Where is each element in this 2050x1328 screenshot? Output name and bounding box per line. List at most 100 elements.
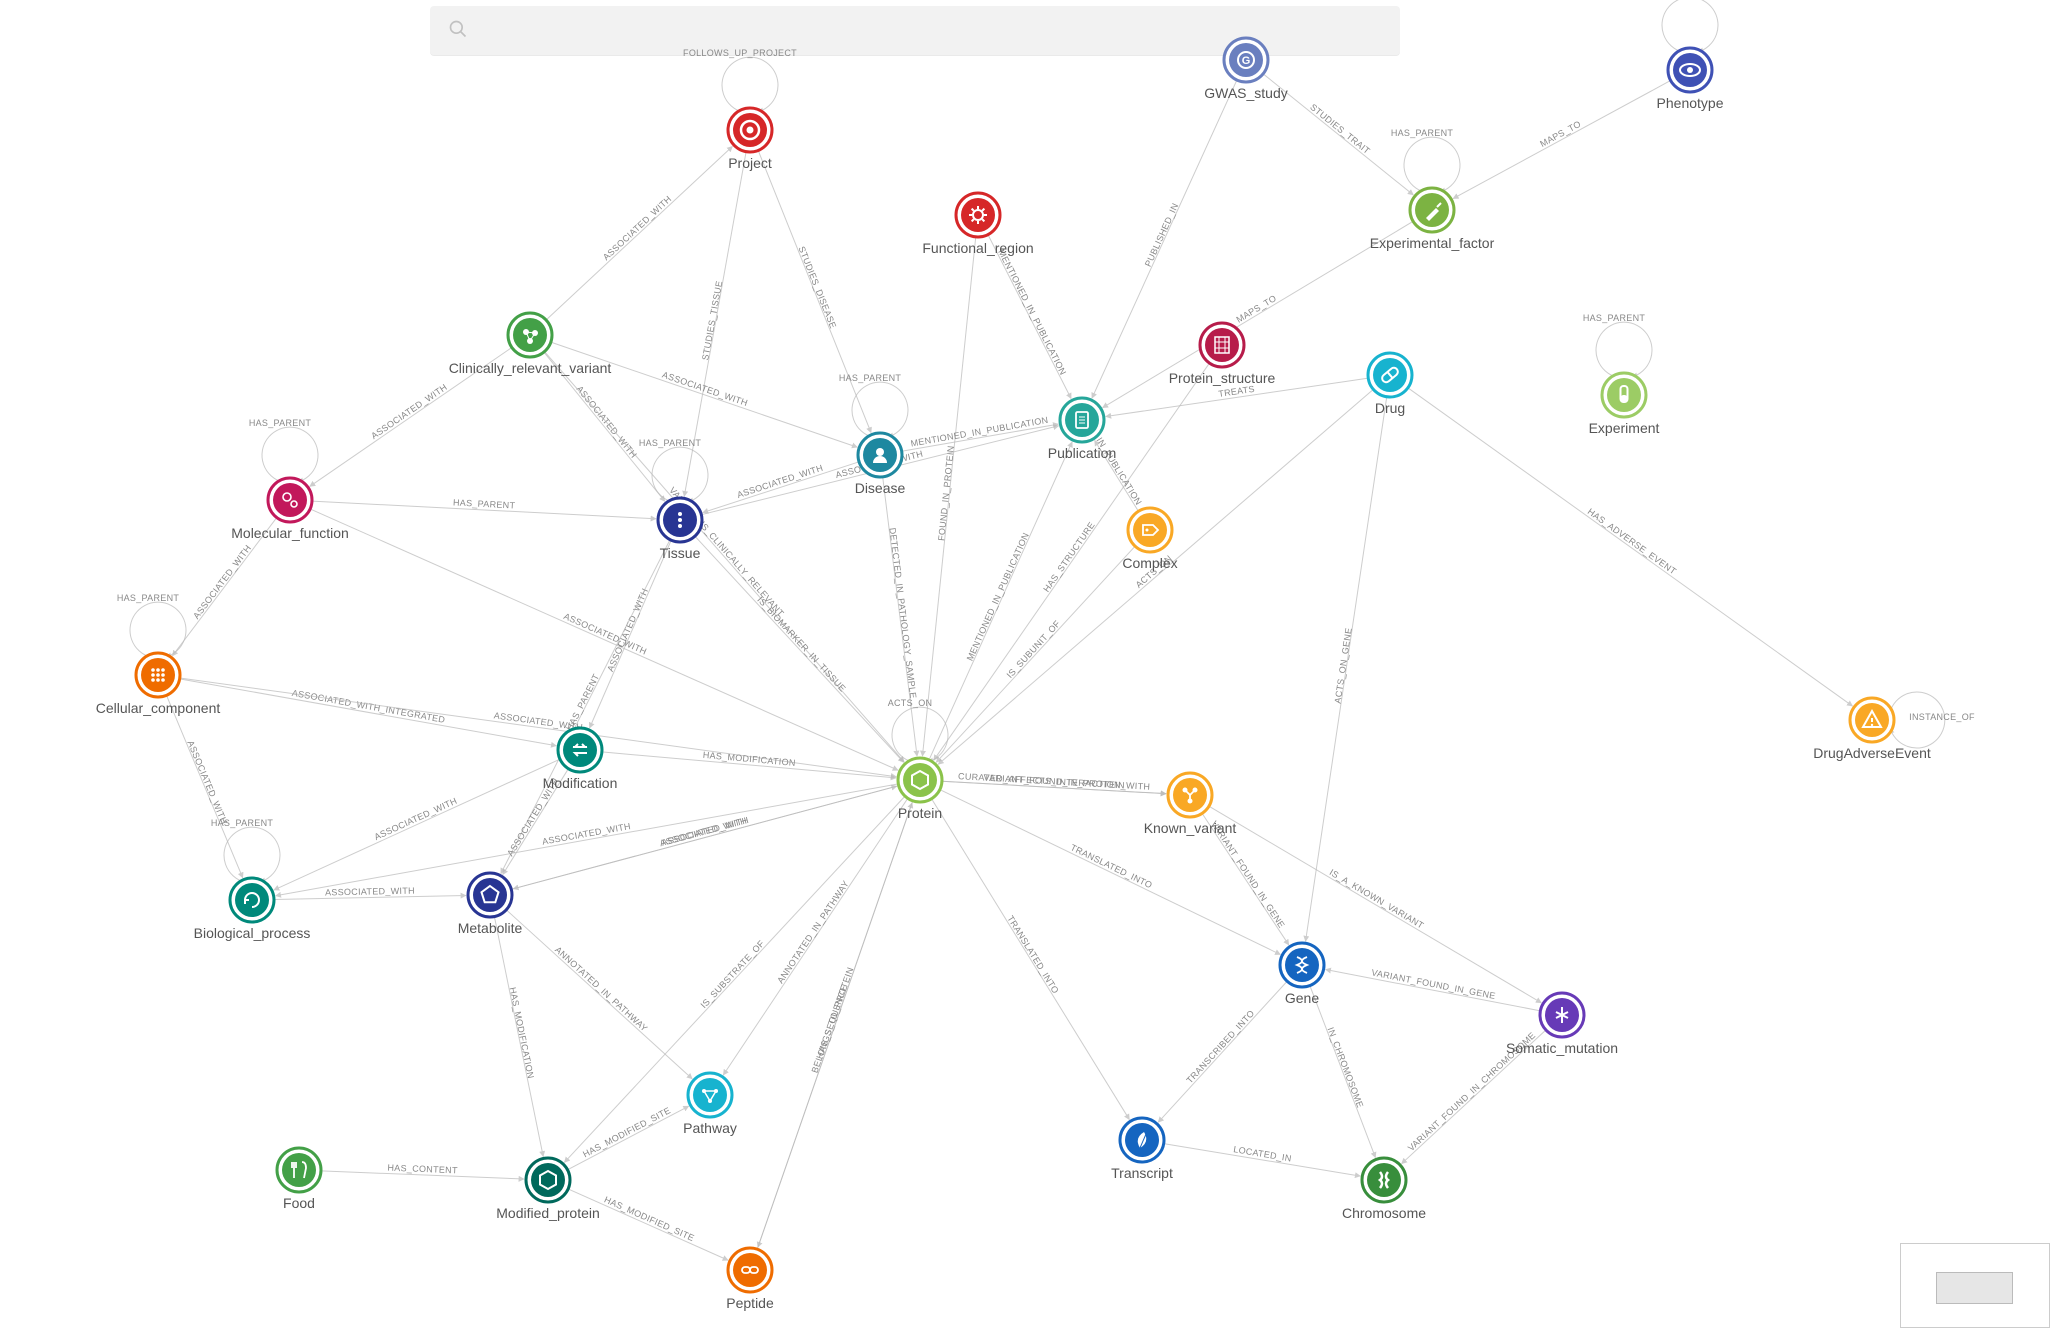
edge-label: CURATED_AFFECTS_INTERACTION_WITH — [958, 771, 1151, 792]
graph-edge — [852, 382, 908, 437]
node-label: Known_variant — [1144, 820, 1237, 836]
edge-label: STUDIES_TRAIT — [1308, 102, 1372, 156]
graph-node-mol_function[interactable]: Molecular_function — [231, 478, 349, 541]
node-label: Phenotype — [1657, 95, 1724, 111]
edge-label: ASSOCIATED_WITH — [373, 796, 459, 842]
node-label: Experimental_factor — [1370, 235, 1495, 251]
graph-node-gwas[interactable]: G GWAS_study — [1204, 38, 1288, 101]
edge-label: ASSOCIATED_WITH — [369, 382, 449, 441]
graph-node-chromosome[interactable]: Chromosome — [1342, 1158, 1426, 1221]
graph-node-transcript[interactable]: Transcript — [1111, 1118, 1173, 1181]
edge-label: MAPS_TO — [1234, 293, 1278, 325]
dots-col-icon — [678, 512, 682, 528]
edge-label: MENTIONED_IN_PUBLICATION — [996, 248, 1068, 377]
node-label: Chromosome — [1342, 1205, 1426, 1221]
graph-node-publication[interactable]: Publication — [1048, 398, 1117, 461]
node-label: Molecular_function — [231, 525, 349, 541]
graph-edge — [1404, 137, 1460, 192]
edge-label: MAPS_TO — [1538, 119, 1582, 149]
graph-node-somatic_mutation[interactable]: Somatic_mutation — [1506, 993, 1618, 1056]
node-label: Food — [283, 1195, 315, 1211]
graph-node-phenotype[interactable]: Phenotype — [1657, 48, 1724, 111]
node-label: DrugAdverseEvent — [1813, 745, 1931, 761]
graph-node-drug[interactable]: Drug — [1368, 353, 1412, 416]
edge-label: TRANSLATED_INTO — [1069, 842, 1154, 890]
edge-label: ASSOCIATED_WITH — [659, 815, 748, 848]
node-label: Protein — [898, 805, 942, 821]
node-label: Modified_protein — [496, 1205, 600, 1221]
edge-label: HAS_CONTENT — [387, 1163, 458, 1176]
node-label: Protein_structure — [1169, 370, 1276, 386]
edge-label: HAS_MODIFIED_SITE — [603, 1194, 696, 1243]
edge-label: HAS_MODIFICATION — [508, 986, 536, 1079]
edge-label: FOLLOWS_UP_PROJECT — [683, 48, 797, 58]
graph-node-exp_factor[interactable]: Experimental_factor — [1370, 188, 1495, 251]
edge-label: VARIANT_FOUND_IN_GENE — [1371, 967, 1497, 1001]
graph-node-protein[interactable]: Protein — [898, 758, 942, 821]
edge-label: ACTS_ON_GENE — [1333, 627, 1354, 704]
minimap-viewport[interactable] — [1936, 1272, 2013, 1304]
graph-node-functional_region[interactable]: Functional_region — [922, 193, 1033, 256]
node-label: Gene — [1285, 990, 1319, 1006]
node-label: Biological_process — [194, 925, 311, 941]
graph-edge — [892, 707, 948, 762]
graph-edge — [262, 427, 318, 482]
knowledge-graph[interactable]: FOLLOWS_UP_PROJECTSTUDIES_TISSUESTUDIES_… — [0, 0, 2050, 1328]
edge-label: ASSOCIATED_WITH_INTEGRATED — [291, 688, 446, 725]
node-label: Transcript — [1111, 1165, 1173, 1181]
edge-label: ASSOCIATED_WITH — [661, 370, 749, 409]
edge-label: LOCATED_IN — [1233, 1144, 1293, 1163]
edge-label: HAS_SEQUENCE — [814, 984, 849, 1061]
node-label: Cellular_component — [96, 700, 221, 716]
graph-node-protein_structure[interactable]: Protein_structure — [1169, 323, 1276, 386]
graph-edge — [276, 784, 899, 896]
graph-node-peptide[interactable]: Peptide — [726, 1248, 774, 1311]
graph-node-disease[interactable]: Disease — [855, 433, 906, 496]
graph-node-cell_component[interactable]: Cellular_component — [96, 653, 221, 716]
graph-node-tissue[interactable]: Tissue — [658, 498, 702, 561]
graph-edge — [224, 827, 280, 882]
graph-node-experiment[interactable]: Experiment — [1589, 373, 1660, 436]
node-label: Functional_region — [922, 240, 1033, 256]
dots-icon — [151, 668, 165, 682]
graph-node-modified_protein[interactable]: Modified_protein — [496, 1158, 600, 1221]
graph-edge — [567, 1106, 688, 1170]
graph-edge — [1158, 981, 1287, 1122]
edge-label: MENTIONED_IN_PUBLICATION — [910, 415, 1049, 449]
graph-node-crv[interactable]: Clinically_relevant_variant — [449, 313, 612, 376]
graph-node-complex[interactable]: Complex — [1122, 508, 1177, 571]
node-label: Modification — [543, 775, 618, 791]
graph-edge — [695, 536, 904, 762]
graph-node-metabolite[interactable]: Metabolite — [458, 873, 523, 936]
edge-label: ASSOCIATED_WITH — [191, 543, 253, 621]
edge-label: ACTS_ON — [888, 698, 933, 708]
node-label: Clinically_relevant_variant — [449, 360, 612, 376]
edge-label: HAS_PARENT — [211, 818, 274, 828]
edge-label: PUBLISHED_IN — [1143, 202, 1181, 269]
svg-text:G: G — [1242, 55, 1251, 67]
graph-node-known_variant[interactable]: Known_variant — [1144, 773, 1237, 836]
edge-label: HAS_PARENT — [639, 438, 702, 448]
minimap[interactable] — [1900, 1243, 2050, 1328]
node-label: Project — [728, 155, 772, 171]
node-label: GWAS_study — [1204, 85, 1288, 101]
graph-node-gene[interactable]: Gene — [1280, 943, 1324, 1006]
edge-label: HAS_PARENT — [1583, 313, 1646, 323]
edge-label: HAS_PARENT — [249, 418, 312, 428]
graph-node-drug_ae[interactable]: DrugAdverseEvent — [1813, 698, 1931, 761]
edge-label: ASSOCIATED_WITH — [601, 194, 674, 263]
edge-label: ANNOTATED_IN_PATHWAY — [553, 945, 650, 1034]
graph-node-food[interactable]: Food — [277, 1148, 321, 1211]
edge-label: FOUND_IN_PROTEIN — [936, 445, 956, 541]
edge-label: HAS_PARENT — [1391, 128, 1454, 138]
edge-label: HAS_ADVERSE_EVENT — [1586, 506, 1679, 576]
graph-node-modification[interactable]: Modification — [543, 728, 618, 791]
node-label: Tissue — [660, 545, 701, 561]
node-label: Experiment — [1589, 420, 1660, 436]
edge-label: IS_BIOMARKER_IN_TISSUE — [755, 595, 848, 694]
edge-label: ASSOCIATED_WITH — [185, 739, 229, 826]
graph-node-bio_process[interactable]: Biological_process — [194, 878, 311, 941]
graph-node-pathway[interactable]: Pathway — [683, 1073, 737, 1136]
graph-node-project[interactable]: Project — [728, 108, 772, 171]
edge-label: IN_CHROMOSOME — [1326, 1026, 1366, 1109]
